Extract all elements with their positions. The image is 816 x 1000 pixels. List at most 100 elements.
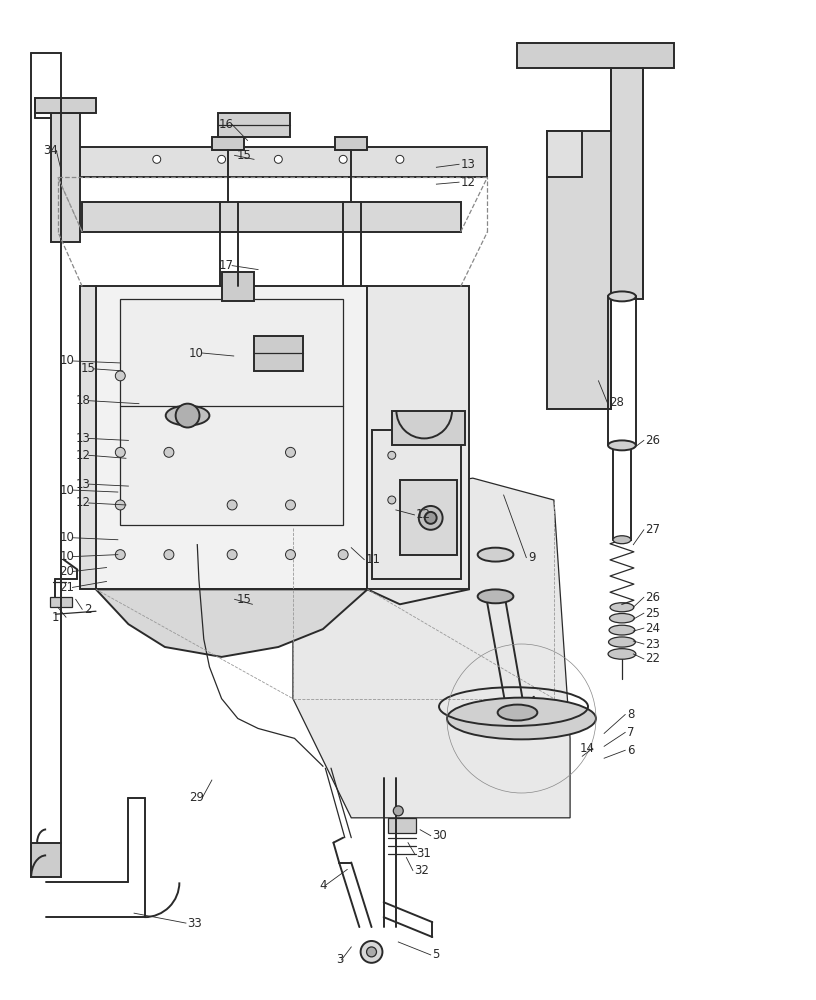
Polygon shape [80, 286, 96, 589]
Text: 11: 11 [366, 553, 381, 566]
Text: 10: 10 [60, 550, 74, 563]
Text: 31: 31 [416, 847, 431, 860]
Circle shape [396, 155, 404, 163]
Ellipse shape [608, 291, 636, 301]
Circle shape [153, 155, 161, 163]
Ellipse shape [609, 637, 636, 647]
Circle shape [218, 155, 225, 163]
Polygon shape [58, 147, 487, 177]
Circle shape [425, 512, 437, 524]
Polygon shape [371, 430, 461, 579]
Circle shape [286, 550, 295, 560]
Circle shape [286, 447, 295, 457]
Circle shape [361, 941, 383, 963]
Text: 28: 28 [609, 396, 624, 409]
Text: 10: 10 [60, 531, 74, 544]
Ellipse shape [610, 603, 634, 612]
Polygon shape [254, 336, 303, 371]
Text: 26: 26 [645, 591, 660, 604]
Text: 13: 13 [461, 158, 476, 171]
Ellipse shape [477, 589, 513, 603]
Polygon shape [31, 843, 61, 877]
Polygon shape [96, 589, 367, 657]
Text: 10: 10 [60, 354, 74, 367]
Circle shape [115, 500, 126, 510]
Ellipse shape [447, 698, 596, 739]
Circle shape [388, 451, 396, 459]
Ellipse shape [166, 406, 210, 426]
Polygon shape [293, 478, 570, 818]
Text: 7: 7 [627, 726, 634, 739]
Text: 1: 1 [52, 611, 60, 624]
Text: 4: 4 [319, 879, 327, 892]
Ellipse shape [477, 548, 513, 562]
Polygon shape [392, 411, 465, 445]
Polygon shape [35, 98, 96, 113]
Polygon shape [548, 131, 583, 177]
Text: 27: 27 [645, 523, 660, 536]
Circle shape [286, 500, 295, 510]
Circle shape [366, 947, 376, 957]
Text: 22: 22 [645, 652, 660, 665]
Circle shape [115, 447, 126, 457]
Circle shape [388, 496, 396, 504]
Text: 25: 25 [645, 607, 660, 620]
Text: 2: 2 [84, 603, 91, 616]
Ellipse shape [609, 625, 635, 635]
Text: 9: 9 [528, 551, 535, 564]
Ellipse shape [608, 649, 636, 659]
Text: 20: 20 [60, 565, 74, 578]
Ellipse shape [498, 705, 538, 720]
Text: 3: 3 [336, 953, 344, 966]
Circle shape [115, 550, 126, 560]
Circle shape [115, 371, 126, 381]
Polygon shape [82, 202, 461, 232]
Polygon shape [388, 818, 416, 833]
Text: 10: 10 [60, 484, 74, 497]
Text: 30: 30 [432, 829, 447, 842]
Polygon shape [96, 286, 367, 589]
Text: 21: 21 [59, 581, 74, 594]
Text: 5: 5 [432, 948, 440, 961]
Text: 13: 13 [75, 478, 91, 491]
Polygon shape [367, 286, 468, 589]
Polygon shape [120, 299, 344, 525]
Polygon shape [335, 137, 367, 150]
Polygon shape [50, 597, 72, 607]
Ellipse shape [610, 613, 634, 623]
Circle shape [164, 447, 174, 457]
Circle shape [175, 404, 199, 427]
Text: 32: 32 [415, 864, 429, 877]
Text: 10: 10 [188, 347, 204, 360]
Circle shape [338, 550, 348, 560]
Text: 8: 8 [627, 708, 634, 721]
Text: 14: 14 [579, 742, 594, 755]
Text: 17: 17 [219, 259, 233, 272]
Text: 15: 15 [236, 149, 251, 162]
Polygon shape [517, 43, 674, 68]
Circle shape [339, 155, 347, 163]
Circle shape [274, 155, 282, 163]
Ellipse shape [608, 440, 636, 450]
Circle shape [227, 500, 237, 510]
Text: 12: 12 [416, 508, 431, 521]
Polygon shape [218, 113, 290, 137]
Text: 15: 15 [81, 362, 96, 375]
Text: 34: 34 [43, 144, 58, 157]
Circle shape [419, 506, 442, 530]
Polygon shape [548, 68, 643, 409]
Circle shape [227, 550, 237, 560]
Polygon shape [212, 137, 244, 150]
Circle shape [393, 806, 403, 816]
Ellipse shape [613, 536, 631, 544]
Polygon shape [222, 272, 254, 301]
Text: 15: 15 [236, 593, 251, 606]
Text: 16: 16 [219, 118, 233, 131]
Text: 18: 18 [75, 394, 91, 407]
Polygon shape [400, 480, 457, 555]
Text: 6: 6 [627, 744, 634, 757]
Text: 24: 24 [645, 622, 660, 635]
Text: 29: 29 [188, 791, 204, 804]
Text: 12: 12 [75, 496, 91, 509]
Polygon shape [51, 113, 80, 242]
